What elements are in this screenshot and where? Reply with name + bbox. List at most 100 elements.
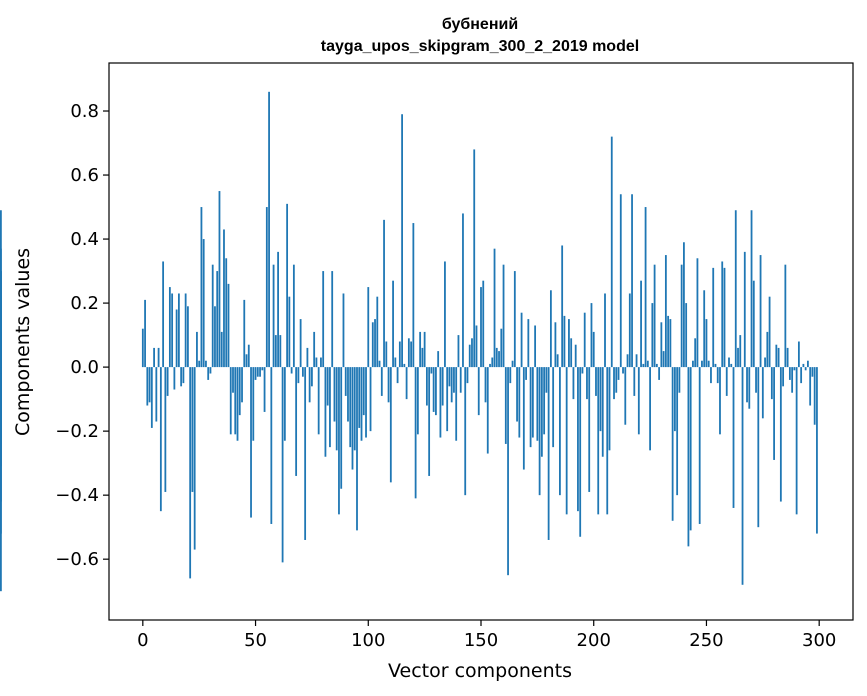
bar	[520, 312, 523, 368]
bar	[297, 367, 300, 384]
bar	[707, 360, 710, 368]
bar	[356, 367, 358, 531]
bar	[721, 261, 724, 368]
bar	[182, 367, 185, 384]
bar	[795, 367, 798, 515]
bar	[802, 363, 805, 368]
bar	[241, 367, 243, 403]
bar	[782, 367, 785, 387]
bar	[595, 367, 597, 396]
bar	[809, 367, 812, 406]
bar	[689, 367, 692, 531]
bar	[419, 331, 422, 368]
bar	[198, 360, 201, 368]
bar	[529, 367, 532, 448]
bar	[525, 367, 527, 380]
bar	[597, 367, 600, 515]
bar	[608, 367, 611, 451]
bar	[358, 367, 361, 428]
bar	[615, 367, 618, 393]
y-tick-label: 0.4	[70, 229, 99, 250]
chart-title: бубнений	[442, 16, 518, 33]
bar	[748, 367, 751, 409]
bar	[353, 367, 356, 451]
bar	[247, 344, 250, 368]
bar	[306, 347, 309, 368]
bar	[775, 344, 778, 368]
y-tick-label: 0.0	[70, 357, 99, 378]
bar	[804, 367, 807, 371]
bar	[457, 335, 460, 368]
bar	[773, 367, 775, 460]
bar	[191, 367, 194, 492]
bar	[365, 367, 367, 438]
bar	[678, 367, 681, 393]
bar	[0, 248, 2, 368]
x-tick-label: 50	[244, 630, 267, 651]
bar	[389, 367, 392, 483]
bar	[324, 367, 327, 457]
bar	[371, 322, 374, 368]
bar	[676, 367, 679, 496]
bar	[791, 367, 794, 393]
bar	[468, 344, 471, 368]
x-axis-ticks: 0 50 100 150 200 250 300	[137, 620, 836, 651]
bar	[301, 367, 304, 377]
bar	[511, 360, 514, 368]
bar	[392, 280, 394, 368]
bar	[218, 191, 221, 368]
bar	[549, 290, 552, 368]
bar	[227, 283, 230, 368]
bar	[450, 367, 453, 403]
bar	[150, 367, 153, 428]
bar	[209, 367, 212, 374]
bar	[311, 367, 313, 387]
bar	[288, 296, 291, 368]
bar	[416, 367, 419, 435]
bar	[491, 357, 494, 368]
bar	[286, 203, 289, 368]
bar	[710, 367, 712, 384]
bar	[601, 367, 604, 457]
bar	[216, 271, 219, 368]
bar	[455, 367, 458, 441]
bar	[407, 338, 410, 368]
bar	[617, 367, 620, 380]
bar	[153, 347, 155, 368]
bar	[340, 367, 343, 489]
bar	[714, 363, 717, 368]
bar	[599, 367, 602, 432]
bar	[516, 367, 518, 422]
bar	[784, 264, 787, 368]
bar	[534, 325, 537, 368]
bar	[462, 213, 464, 368]
bar	[252, 367, 255, 441]
bar	[171, 293, 174, 368]
bar	[331, 271, 334, 368]
bar	[543, 367, 546, 435]
bar	[360, 367, 363, 441]
bar	[220, 331, 223, 368]
bar	[448, 367, 451, 387]
bar	[232, 367, 234, 393]
bar	[746, 367, 748, 403]
bar	[322, 271, 325, 368]
bar	[430, 367, 433, 374]
bar	[162, 261, 165, 368]
bar	[486, 367, 489, 454]
bar	[568, 319, 570, 368]
bar	[583, 312, 586, 368]
bar	[658, 367, 661, 380]
bar	[317, 367, 320, 435]
bar	[581, 367, 584, 374]
bar	[326, 367, 329, 406]
bar	[414, 367, 417, 499]
bar	[279, 335, 282, 368]
bar	[290, 367, 293, 374]
bar	[565, 367, 568, 515]
bar	[211, 264, 214, 368]
bar	[590, 303, 593, 368]
bar	[475, 325, 478, 368]
x-axis-label: Vector components	[388, 660, 572, 682]
